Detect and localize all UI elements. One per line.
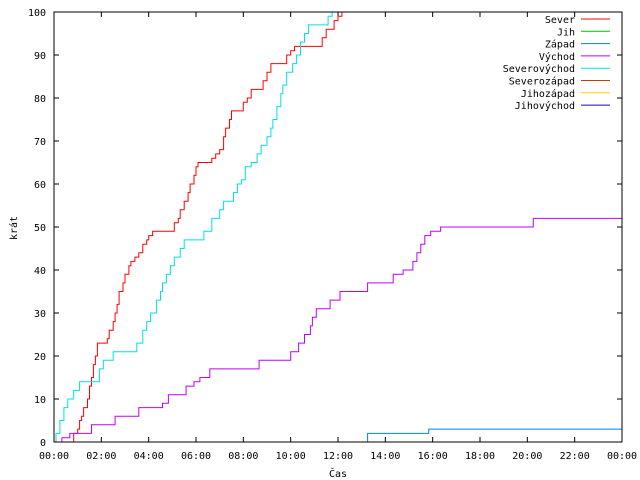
x-tick-label: 00:00: [607, 451, 637, 462]
y-tick-label: 90: [34, 51, 46, 62]
legend-label-zapad: Západ: [545, 39, 575, 51]
x-tick-label: 22:00: [560, 451, 590, 462]
y-tick-label: 100: [28, 8, 46, 19]
y-tick-label: 30: [34, 309, 46, 320]
series-line-vychod: [54, 217, 622, 443]
x-tick-label: 08:00: [228, 451, 258, 462]
legend-label-jihozapad: Jihozápad: [521, 88, 575, 100]
x-tick-label: 02:00: [86, 451, 116, 462]
x-tick-label: 18:00: [465, 451, 495, 462]
legend-label-sever: Sever: [545, 15, 575, 26]
series-line-severovychod: [54, 12, 333, 443]
legend-label-severovychod: Severovýchod: [503, 63, 575, 75]
x-tick-label: 12:00: [323, 451, 353, 462]
y-tick-label: 40: [34, 266, 46, 277]
legend-label-jih: Jih: [557, 27, 575, 38]
legend-label-severozapad: Severozápad: [509, 76, 575, 88]
x-tick-label: 00:00: [39, 451, 69, 462]
legend-label-jihovychod: Jihovýchod: [515, 100, 575, 112]
y-tick-label: 50: [34, 223, 46, 234]
y-tick-label: 0: [40, 438, 46, 449]
x-axis-label: Čas: [329, 467, 347, 480]
axis-ticks: 00:00 02:00 04:00 06:00 08:00 10:00 12:00 14:00…: [28, 8, 637, 462]
y-tick-label: 10: [34, 395, 46, 406]
series-line-sever: [54, 12, 343, 443]
y-tick-label: 70: [34, 137, 46, 148]
x-tick-label: 04:00: [134, 451, 164, 462]
y-tick-label: 20: [34, 352, 46, 363]
plot-frame: [53, 11, 623, 443]
legend-label-vychod: Východ: [539, 51, 575, 63]
x-tick-label: 14:00: [370, 451, 400, 462]
x-tick-label: 16:00: [418, 451, 448, 462]
x-tick-label: 20:00: [512, 451, 542, 462]
x-tick-label: 10:00: [276, 451, 306, 462]
y-axis-label: krát: [8, 216, 20, 240]
legend: SeverJihZápadVýchodSeverovýchodSeverozáp…: [503, 15, 610, 112]
x-tick-label: 06:00: [181, 451, 211, 462]
y-tick-label: 60: [34, 180, 46, 191]
y-tick-label: 80: [34, 94, 46, 105]
